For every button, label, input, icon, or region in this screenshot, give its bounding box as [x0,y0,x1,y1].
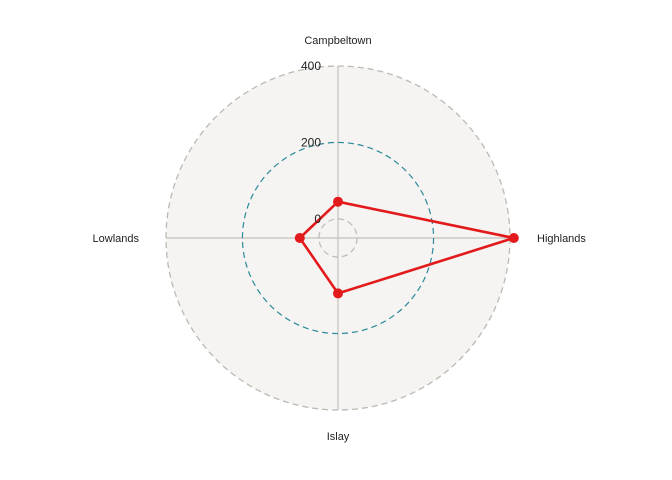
r-tick-label-0: 0 [314,212,321,226]
r-tick-label-400: 400 [301,59,321,73]
label-layer: 0 200 400 Campbeltown Highlands Islay Lowlands [93,35,587,443]
data-point-campbeltown [333,196,343,207]
category-label-islay: Islay [327,431,350,443]
r-tick-label-200: 200 [301,135,321,149]
category-label-campbeltown: Campbeltown [304,35,371,47]
category-label-highlands: Highlands [537,233,586,245]
category-label-lowlands: Lowlands [93,233,140,245]
series-layer [294,196,519,299]
data-point-highlands [508,233,519,243]
grid-ring-0 [318,218,358,258]
data-point-islay [333,288,343,299]
data-point-lowlands [294,233,305,243]
grid-layer [166,66,510,410]
grid-ring-200 [241,141,435,335]
